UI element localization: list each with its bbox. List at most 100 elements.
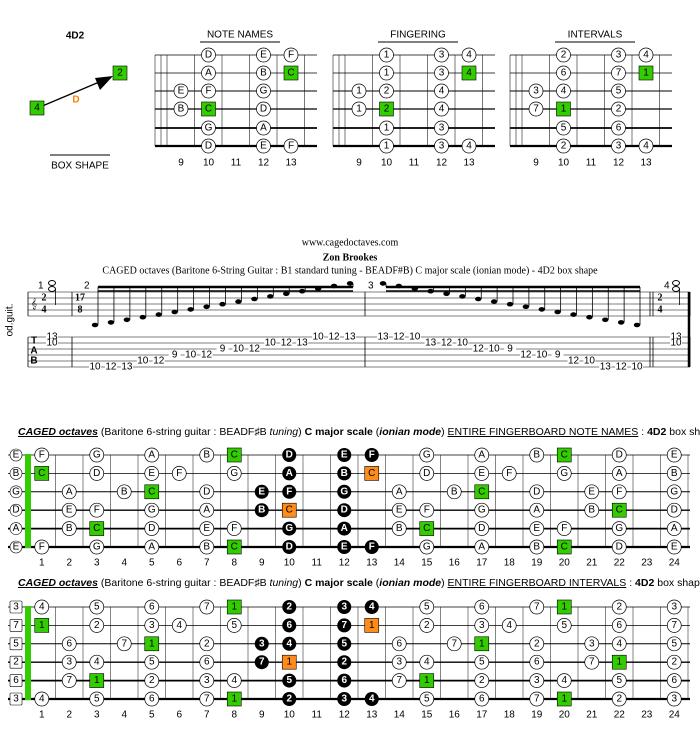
fret-number: 15 [421,710,433,721]
tab-bg [440,339,453,347]
marker-label: D [286,450,293,461]
tab-bg [152,357,165,365]
marker-label: 3 [204,675,210,686]
notehead [283,291,290,297]
marker [199,691,215,707]
tab-number: 10 [185,350,197,361]
time-signature: 4 [42,305,47,316]
notehead [235,299,242,304]
marker [379,138,394,154]
marker-label: 4 [286,638,292,649]
fret-number: 14 [394,710,406,721]
marker [337,503,352,518]
clef: 𝄞 [31,298,37,310]
marker-label: 6 [286,620,292,631]
marker-label: F [424,505,430,516]
marker [611,47,626,63]
marker-label: 6 [66,638,72,649]
marker-label: 1 [384,68,390,79]
open-string [9,448,23,462]
marker [171,466,187,481]
tab-number: 12 [105,362,117,373]
marker-label: B [258,505,265,516]
marker [419,618,435,633]
marker [89,466,105,481]
marker [611,466,627,481]
marker [556,138,571,154]
marker [34,447,50,463]
marker-label: E [671,542,678,553]
marker-label: 5 [479,657,485,668]
marker [611,636,627,652]
fret-number: 24 [669,710,681,721]
marker-label: 6 [341,675,347,686]
marker-label: 3 [259,638,265,649]
tab-number: 13 [600,362,612,373]
marker [89,502,105,518]
fret-number: 1 [39,710,45,721]
marker-label: C [423,523,430,534]
open-string [9,637,23,651]
marker-label: E [66,505,73,516]
marker-label: 7 [616,68,622,79]
marker-label: F [39,542,45,553]
fret-number: 23 [641,558,653,569]
notehead [586,314,593,320]
time-signature: 17 [75,293,85,304]
marker-label: 3 [671,602,677,613]
marker [474,691,490,707]
notehead [459,294,466,299]
marker [282,600,297,614]
marker-label: F [288,50,294,61]
marker [474,654,490,670]
open-string [9,485,23,499]
marker [556,120,571,136]
marker [282,540,297,554]
marker [666,636,682,652]
notehead [522,304,530,310]
marker-label: B [533,450,540,461]
marker [34,539,50,555]
marker-label: G [560,468,568,479]
marker-label: 7 [671,620,677,631]
diagram-title: NOTE NAMES [207,30,273,41]
marker-label: B [533,542,540,553]
title-part: : [626,577,636,589]
fret-number: 9 [356,158,362,169]
marker-label: A [203,505,210,516]
marker-label: 4 [643,141,649,152]
notehead [155,312,162,317]
root-marker [112,65,128,81]
marker [337,448,352,462]
tab-bg [216,345,229,353]
marker [282,466,297,481]
marker-label: 6 [616,620,622,631]
open-string [9,692,23,706]
fret-number: 9 [178,158,184,169]
marker-label: E [341,450,348,461]
marker [226,673,242,688]
marker-label: 5 [424,694,430,705]
tab-number: 10 [631,362,643,373]
tab-bg [200,351,213,359]
open-string [9,522,23,535]
notehead [538,307,545,312]
marker-label: 6 [561,68,567,79]
marker [611,599,627,615]
marker [434,83,449,99]
open-string [9,467,23,480]
marker [556,83,571,99]
fret-number: 16 [449,710,461,721]
marker-label: 7 [121,638,127,649]
marker [611,502,627,518]
marker-label: 4 [439,86,445,97]
marker [446,484,462,500]
marker-label: G [478,505,486,516]
marker [256,138,271,154]
notehead [443,291,450,297]
marker [611,539,627,555]
marker [89,691,105,707]
tab-number: 12 [616,362,628,373]
tab-number: 10 [265,338,277,349]
